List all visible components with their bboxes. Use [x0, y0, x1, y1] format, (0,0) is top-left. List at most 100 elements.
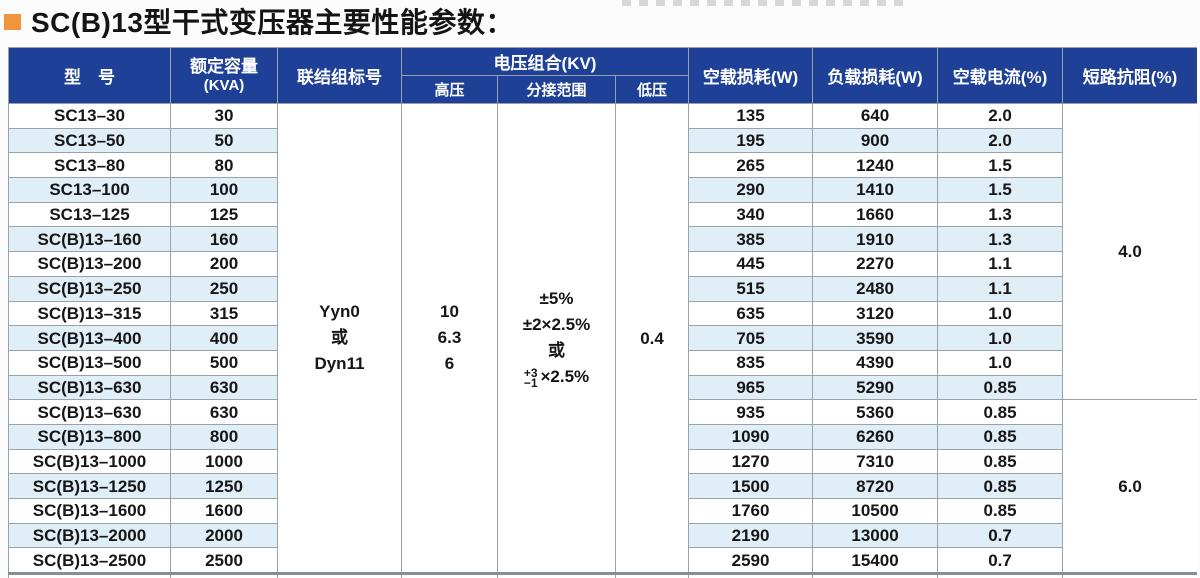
cell-load-loss: 3120	[812, 300, 939, 327]
cell-no-load-loss: 635	[688, 300, 814, 327]
cell-no-load-loss: 290	[688, 177, 814, 203]
cell-no-load-current: 0.85	[937, 448, 1064, 475]
table-row: SC13–100 100 290 1410 1.5	[8, 177, 1198, 203]
page-title-row: SC(B)13型干式变压器主要性能参数：	[4, 4, 514, 38]
cell-no-load-current: 1.3	[937, 201, 1064, 228]
cell-rated-capacity: 1000	[170, 448, 278, 475]
cell-model: SC(B)13–160	[8, 226, 171, 253]
cell-rated-capacity: 200	[170, 251, 278, 277]
cell-no-load-current: 1.3	[937, 226, 1064, 253]
cell-no-load-current: 2.0	[937, 103, 1064, 129]
cell-rated-capacity: 630	[170, 374, 278, 401]
cell-rated-capacity: 1600	[170, 498, 278, 524]
cell-load-loss: 1910	[812, 226, 939, 253]
parameters-table-wrap: 型 号 额定容量 (KVA) 联结组标号 电压组合(KV) 空载损耗(W) 负载…	[8, 47, 1197, 578]
cell-load-loss: 3590	[812, 325, 939, 351]
table-row: SC13–50 50 195 900 2.0	[8, 127, 1198, 154]
cell-no-load-current: 0.85	[937, 498, 1064, 524]
cell-no-load-current: 0.85	[937, 374, 1064, 401]
title-bullet-icon	[4, 14, 21, 30]
cell-no-load-loss: 1270	[688, 448, 814, 475]
tap-range-stacked-line: +3 −1 ×2.5%	[499, 364, 615, 390]
table-row: SC(B)13–630 630 965 5290 0.85	[8, 374, 1198, 401]
cell-load-loss: 1660	[812, 201, 939, 228]
clipped-partial-cell	[170, 572, 278, 578]
cell-model: SC(B)13–2000	[8, 522, 171, 549]
cell-model: SC13–80	[8, 152, 171, 179]
col-header-tap-range: 分接范围	[497, 75, 616, 104]
cell-load-loss: 4390	[812, 349, 939, 376]
clipped-partial-cell	[812, 572, 939, 578]
cell-vector-group: Yyn0 或 Dyn11	[277, 102, 402, 575]
table-row: SC(B)13–1600 1600 1760 10500 0.85	[8, 498, 1198, 524]
vector-group-line: Dyn11	[314, 354, 365, 374]
cell-no-load-current: 1.0	[937, 349, 1064, 376]
table-row: SC(B)13–2000 2000 2190 13000 0.7	[8, 522, 1198, 549]
clipped-partial-cell	[8, 572, 171, 578]
cell-no-load-loss: 265	[688, 152, 814, 179]
cell-rated-capacity: 500	[170, 349, 278, 376]
cell-model: SC(B)13–630	[8, 399, 171, 425]
table-row: SC(B)13–1000 1000 1270 7310 0.85	[8, 448, 1198, 475]
table-row: SC(B)13–200 200 445 2270 1.1	[8, 251, 1198, 277]
cell-rated-capacity: 315	[170, 300, 278, 327]
table-row: SC(B)13–800 800 1090 6260 0.85	[8, 423, 1198, 450]
cell-no-load-current: 1.1	[937, 251, 1064, 277]
cell-rated-capacity: 250	[170, 275, 278, 302]
table-row: SC13–80 80 265 1240 1.5	[8, 152, 1198, 179]
table-row: SC(B)13–400 400 705 3590 1.0	[8, 325, 1198, 351]
cell-impedance-group-1: 4.0	[1062, 102, 1197, 401]
clipped-partial-cell	[497, 572, 616, 578]
table-row: SC(B)13–2500 2500 2590 15400 0.7	[8, 547, 1198, 575]
cell-impedance-group-2: 6.0	[1062, 399, 1197, 575]
cell-no-load-loss: 385	[688, 226, 814, 253]
cell-no-load-loss: 195	[688, 127, 814, 154]
col-header-voltage-combination: 电压组合(KV)	[400, 47, 690, 76]
cell-model: SC(B)13–630	[8, 374, 171, 401]
cell-load-loss: 2480	[812, 275, 939, 302]
cell-rated-capacity: 800	[170, 423, 278, 450]
cell-lv-voltage: 0.4	[614, 102, 690, 575]
hv-voltage-line: 10	[440, 302, 459, 322]
col-header-model: 型 号	[8, 47, 171, 104]
cell-rated-capacity: 1250	[170, 473, 278, 499]
cell-model: SC(B)13–2500	[8, 547, 171, 575]
cell-rated-capacity: 30	[170, 103, 278, 129]
clipped-partial-cell	[937, 572, 1064, 578]
clipped-partial-cell	[1062, 572, 1197, 578]
col-header-vector-group: 联结组标号	[277, 47, 402, 104]
cell-model: SC13–125	[8, 201, 171, 228]
cell-model: SC(B)13–800	[8, 423, 171, 450]
hv-voltage-line: 6.3	[437, 328, 462, 348]
cell-load-loss: 640	[812, 103, 939, 129]
cell-load-loss: 7310	[812, 448, 939, 475]
col-header-lv: 低压	[614, 75, 690, 104]
header-row-main: 型 号 额定容量 (KVA) 联结组标号 电压组合(KV) 空载损耗(W) 负载…	[8, 47, 1197, 104]
table-row: SC13–30 30 Yyn0 或 Dyn11 10 6.3 6 ±5% ±2×2.5% 或 +3 −1…	[8, 102, 1197, 575]
cell-no-load-loss: 965	[688, 374, 814, 401]
cell-rated-capacity: 160	[170, 226, 278, 253]
tap-stack-suffix: ×2.5%	[540, 367, 590, 387]
cell-model: SC(B)13–315	[8, 300, 171, 327]
clipped-partial-cell	[401, 572, 498, 578]
cell-model: SC13–50	[8, 127, 171, 154]
cell-no-load-current: 0.85	[937, 423, 1064, 450]
cell-load-loss: 5360	[812, 399, 939, 425]
cell-model: SC(B)13–500	[8, 349, 171, 376]
cell-load-loss: 5290	[812, 374, 939, 401]
cell-model: SC(B)13–1250	[8, 473, 171, 499]
table-body: SC13–30 30 Yyn0 或 Dyn11 10 6.3 6 ±5% ±2×2.5% 或 +3 −1…	[8, 102, 1198, 578]
cell-no-load-current: 1.1	[937, 275, 1064, 302]
cell-model: SC13–30	[8, 103, 171, 129]
cell-no-load-current: 0.7	[937, 547, 1064, 575]
table-row: SC(B)13–160 160 385 1910 1.3	[8, 226, 1198, 253]
cell-no-load-current: 0.85	[937, 473, 1064, 499]
cell-no-load-current: 1.5	[937, 152, 1064, 179]
clipped-partial-cell	[277, 572, 402, 578]
cell-model: SC(B)13–1600	[8, 498, 171, 524]
cell-model: SC(B)13–200	[8, 251, 171, 277]
table-row: SC13–125 125 340 1660 1.3	[8, 201, 1198, 228]
cell-rated-capacity: 400	[170, 325, 278, 351]
cell-load-loss: 6260	[812, 423, 939, 450]
cell-no-load-current: 1.5	[937, 177, 1064, 203]
